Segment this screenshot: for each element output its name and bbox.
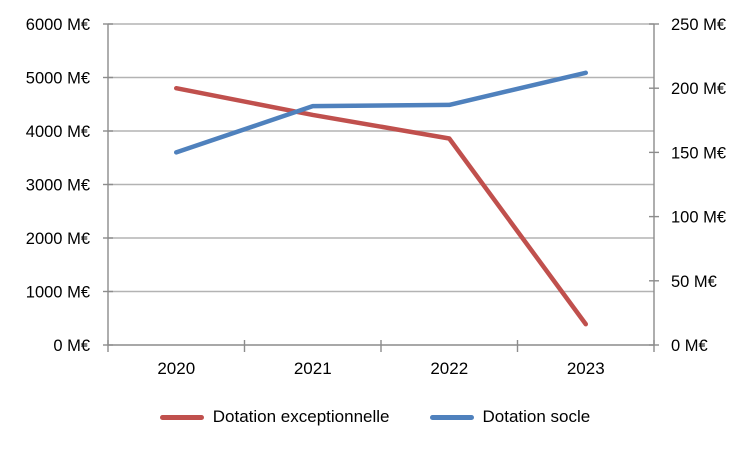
legend-blue-line-swatch <box>429 414 474 420</box>
right-axis-tick-label: 100 M€ <box>671 209 726 227</box>
right-axis-tick-label: 50 M€ <box>671 273 717 291</box>
right-axis-tick-label: 250 M€ <box>671 16 726 34</box>
x-axis-tick-label: 2023 <box>567 359 605 378</box>
left-axis-tick-label: 3000 M€ <box>26 177 90 195</box>
legend-item-dotation-exceptionnelle: Dotation exceptionnelle <box>159 403 390 431</box>
x-axis-tick-label: 2020 <box>157 359 195 378</box>
legend-item-dotation-socle: Dotation socle <box>429 403 591 431</box>
right-axis-tick-label: 0 M€ <box>671 337 708 355</box>
legend-label-dotation-socle: Dotation socle <box>482 407 591 426</box>
legend-label-dotation-exceptionnelle: Dotation exceptionnelle <box>212 407 390 426</box>
left-axis-tick-label: 5000 M€ <box>26 70 90 88</box>
right-axis-tick-label: 200 M€ <box>671 80 726 98</box>
x-axis-tick-label: 2022 <box>430 359 468 378</box>
left-axis-tick-label: 0 M€ <box>53 337 90 355</box>
legend: Dotation exceptionnelle Dotation socle <box>0 403 750 431</box>
series-line-dotation-socle <box>174 70 588 155</box>
series-line-dotation-exceptionnelle <box>174 85 588 327</box>
x-axis-tick-label: 2021 <box>294 359 332 378</box>
left-axis-tick-label: 2000 M€ <box>26 230 90 248</box>
legend-red-line-swatch <box>159 414 204 420</box>
right-axis-tick-label: 150 M€ <box>671 144 726 162</box>
left-axis-tick-label: 4000 M€ <box>26 123 90 141</box>
left-axis-tick-label: 1000 M€ <box>26 284 90 302</box>
left-axis-tick-label: 6000 M€ <box>26 16 90 34</box>
